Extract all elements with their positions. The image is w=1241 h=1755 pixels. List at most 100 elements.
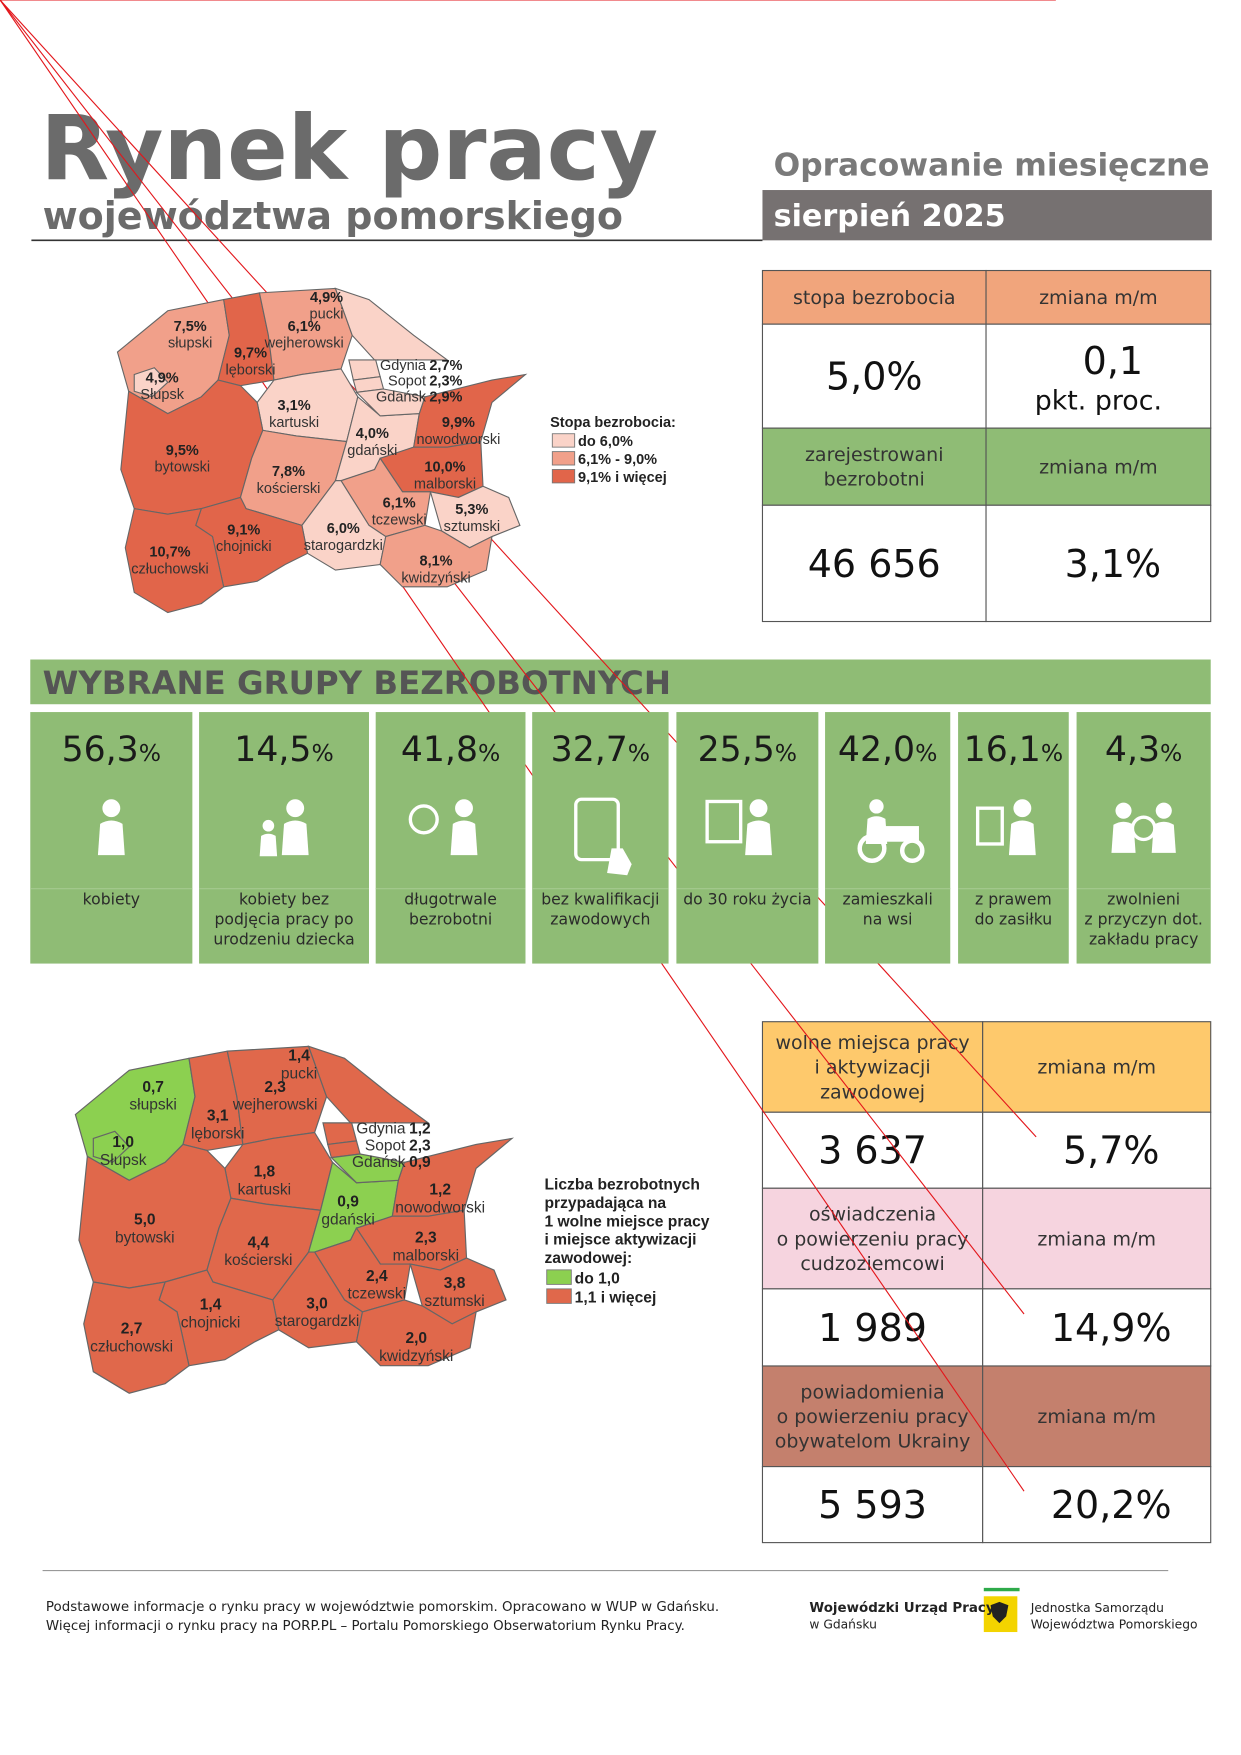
group-label: podjęcia pracy po bbox=[215, 909, 354, 928]
icon-head bbox=[869, 799, 884, 814]
legend-title: 1 wolne miejsce pracy bbox=[544, 1213, 709, 1230]
region-value: 4,4 bbox=[248, 1234, 270, 1251]
region-value: 4,0% bbox=[356, 426, 389, 442]
group-icon bbox=[705, 799, 772, 856]
footer-text: Więcej informacji o rynku pracy na PORP.… bbox=[46, 1619, 685, 1634]
row-label: powiadomienia bbox=[800, 1381, 944, 1403]
value: 1 989 bbox=[818, 1306, 927, 1350]
legend-label: 1,1 i więcej bbox=[575, 1289, 657, 1306]
city-value: 1,2 bbox=[409, 1121, 431, 1138]
icon-doc bbox=[975, 806, 1004, 846]
icon-body bbox=[1151, 821, 1176, 853]
icon-head bbox=[455, 799, 473, 818]
region-value: 3,1 bbox=[207, 1108, 229, 1125]
value-cell bbox=[761, 504, 987, 623]
change: 3,1% bbox=[1065, 542, 1162, 586]
group-label: zawodowych bbox=[550, 909, 650, 928]
region-value: 1,0 bbox=[112, 1134, 134, 1151]
region-shape bbox=[83, 1281, 190, 1394]
map: 7,5%słupski4,9%Słupsk9,7%lęborski6,1%wej… bbox=[116, 287, 528, 614]
icon-body bbox=[745, 820, 772, 856]
group-unit: % bbox=[915, 739, 937, 767]
icon-tractor bbox=[885, 826, 919, 842]
icon-tablet bbox=[574, 797, 620, 862]
region-name: sztumski bbox=[424, 1293, 484, 1310]
group-label: kobiety bbox=[83, 889, 140, 908]
city-value: 0,9 bbox=[409, 1154, 431, 1171]
group-label: bezrobotni bbox=[409, 909, 492, 928]
region-value: 5,3% bbox=[455, 502, 488, 518]
group-label: zamieszkali bbox=[842, 889, 932, 908]
icon-head bbox=[262, 819, 275, 832]
icon-head bbox=[1155, 802, 1172, 819]
region-name: malborski bbox=[393, 1247, 459, 1264]
icon-head bbox=[749, 799, 768, 818]
icon-clock bbox=[408, 804, 439, 835]
row-label: o powierzeniu pracy bbox=[777, 1406, 969, 1428]
region-name: nowodworski bbox=[416, 432, 500, 448]
group-number: 56,3 bbox=[62, 730, 139, 770]
group-icon bbox=[1111, 802, 1176, 853]
arrow-shaft bbox=[0, 0, 1025, 1315]
change: 0,1 bbox=[1083, 339, 1143, 383]
city-shape bbox=[330, 1153, 406, 1184]
row-label: cudzoziemcowi bbox=[800, 1253, 945, 1275]
region-name: słupski bbox=[129, 1097, 176, 1114]
region-name: kartuski bbox=[269, 415, 319, 431]
change-label: zmiana m/m bbox=[1037, 1228, 1156, 1250]
group-number: 4,3 bbox=[1105, 730, 1160, 770]
group-unit: % bbox=[311, 739, 333, 767]
region-value: 2,3 bbox=[264, 1079, 286, 1096]
row-label: wolne miejsca pracy bbox=[775, 1032, 969, 1054]
logo-text: Wojewódzki Urząd Pracy bbox=[809, 1600, 994, 1616]
group-icon bbox=[975, 799, 1036, 856]
legend-title: Liczba bezrobotnych bbox=[544, 1176, 699, 1193]
value-cell bbox=[761, 1288, 984, 1367]
legend-swatch bbox=[546, 1288, 572, 1304]
region-value: 2,3 bbox=[415, 1230, 437, 1247]
city-name: Sopot bbox=[365, 1137, 406, 1154]
region-value: 7,5% bbox=[174, 319, 207, 335]
value: 5 593 bbox=[818, 1483, 927, 1527]
footer-text: Podstawowe informacje o rynku pracy w wo… bbox=[46, 1599, 719, 1615]
change: 14,9% bbox=[1051, 1306, 1172, 1350]
group-number: 25,5 bbox=[698, 730, 775, 770]
group-label: kobiety bez bbox=[239, 889, 329, 908]
region-name: kartuski bbox=[238, 1182, 292, 1199]
region-name: kwidzyński bbox=[379, 1348, 453, 1365]
row-label: stopa bezrobocia bbox=[793, 287, 956, 309]
region-name: lęborski bbox=[191, 1125, 245, 1142]
region-name: kościerski bbox=[257, 481, 321, 497]
group-unit: % bbox=[478, 739, 500, 767]
region-value: 7,8% bbox=[272, 464, 305, 480]
legend-title: i miejsce aktywizacji bbox=[544, 1232, 696, 1249]
group-value: 16,1% bbox=[964, 730, 1063, 770]
region-shape bbox=[355, 1299, 477, 1367]
row-label: o powierzeniu pracy bbox=[777, 1228, 969, 1250]
icon-head bbox=[102, 799, 121, 818]
region-name: tczewski bbox=[347, 1286, 406, 1303]
value-cell bbox=[761, 1111, 984, 1189]
region-value: 3,0 bbox=[306, 1295, 328, 1312]
region-value: 2,4 bbox=[366, 1268, 388, 1285]
row-label: bezrobotni bbox=[824, 469, 925, 491]
group-number: 16,1 bbox=[964, 730, 1041, 770]
row-label: zarejestrowani bbox=[805, 444, 944, 466]
region-value: 6,0% bbox=[327, 521, 360, 537]
report-type: Opracowanie miesięczne bbox=[774, 148, 1210, 184]
region-shape bbox=[334, 287, 449, 361]
legend-title: Stopa bezrobocia: bbox=[550, 415, 676, 431]
region-value: 0,7 bbox=[142, 1079, 164, 1096]
legend-label: 6,1% - 9,0% bbox=[578, 452, 657, 468]
change: 5,7% bbox=[1063, 1129, 1160, 1173]
group-label: do 30 roku życia bbox=[683, 889, 811, 908]
icon-head bbox=[286, 799, 305, 818]
group-icon bbox=[408, 799, 478, 856]
city-name: Gdańsk bbox=[352, 1154, 406, 1171]
group-value: 4,3% bbox=[1105, 730, 1182, 770]
period-bar bbox=[762, 190, 1212, 241]
group-label: zakładu pracy bbox=[1089, 930, 1198, 949]
header-cell bbox=[761, 1365, 984, 1468]
region-value: 1,2 bbox=[429, 1182, 451, 1199]
header-cell bbox=[982, 1365, 1212, 1468]
